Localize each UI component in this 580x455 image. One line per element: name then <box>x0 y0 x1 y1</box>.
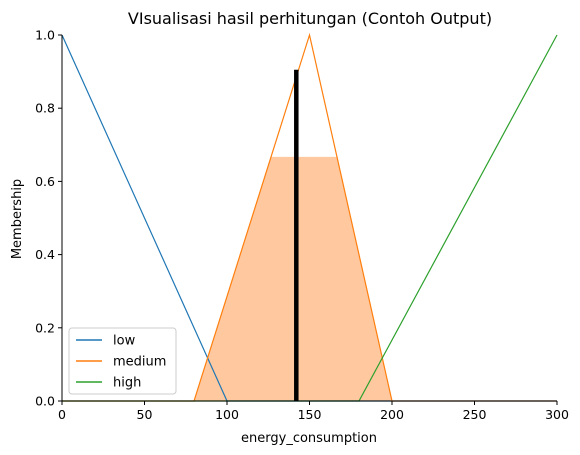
legend-label-low: low <box>113 334 136 349</box>
y-tick-label: 0.8 <box>35 101 55 116</box>
x-tick-label: 200 <box>380 407 404 422</box>
plot-area: 0 50 100 150 200 250 300 0.0 0.2 0.4 0.6 0.8 1.0 <box>35 28 569 423</box>
legend-frame <box>68 327 177 395</box>
x-tick-label: 50 <box>137 407 153 422</box>
y-tick-label: 0.6 <box>35 174 55 189</box>
aggregated-area <box>194 156 557 401</box>
y-tick-label: 0.4 <box>35 247 55 262</box>
y-tick-label: 0.0 <box>35 394 55 409</box>
x-axis-label: energy_consumption <box>241 431 377 446</box>
chart-title: VIsualisasi hasil perhitungan (Contoh Ou… <box>128 9 492 28</box>
y-tick-label: 1.0 <box>35 28 55 43</box>
legend-label-medium: medium <box>113 355 166 370</box>
x-tick-label: 150 <box>298 407 322 422</box>
x-tick-label: 0 <box>58 407 66 422</box>
y-axis-label: Membership <box>10 179 25 259</box>
legend: low medium high <box>68 327 177 395</box>
x-tick-label: 300 <box>545 407 569 422</box>
y-tick-label: 0.2 <box>35 320 55 335</box>
x-tick-label: 250 <box>463 407 487 422</box>
legend-label-high: high <box>113 376 141 391</box>
x-tick-label: 100 <box>215 407 239 422</box>
